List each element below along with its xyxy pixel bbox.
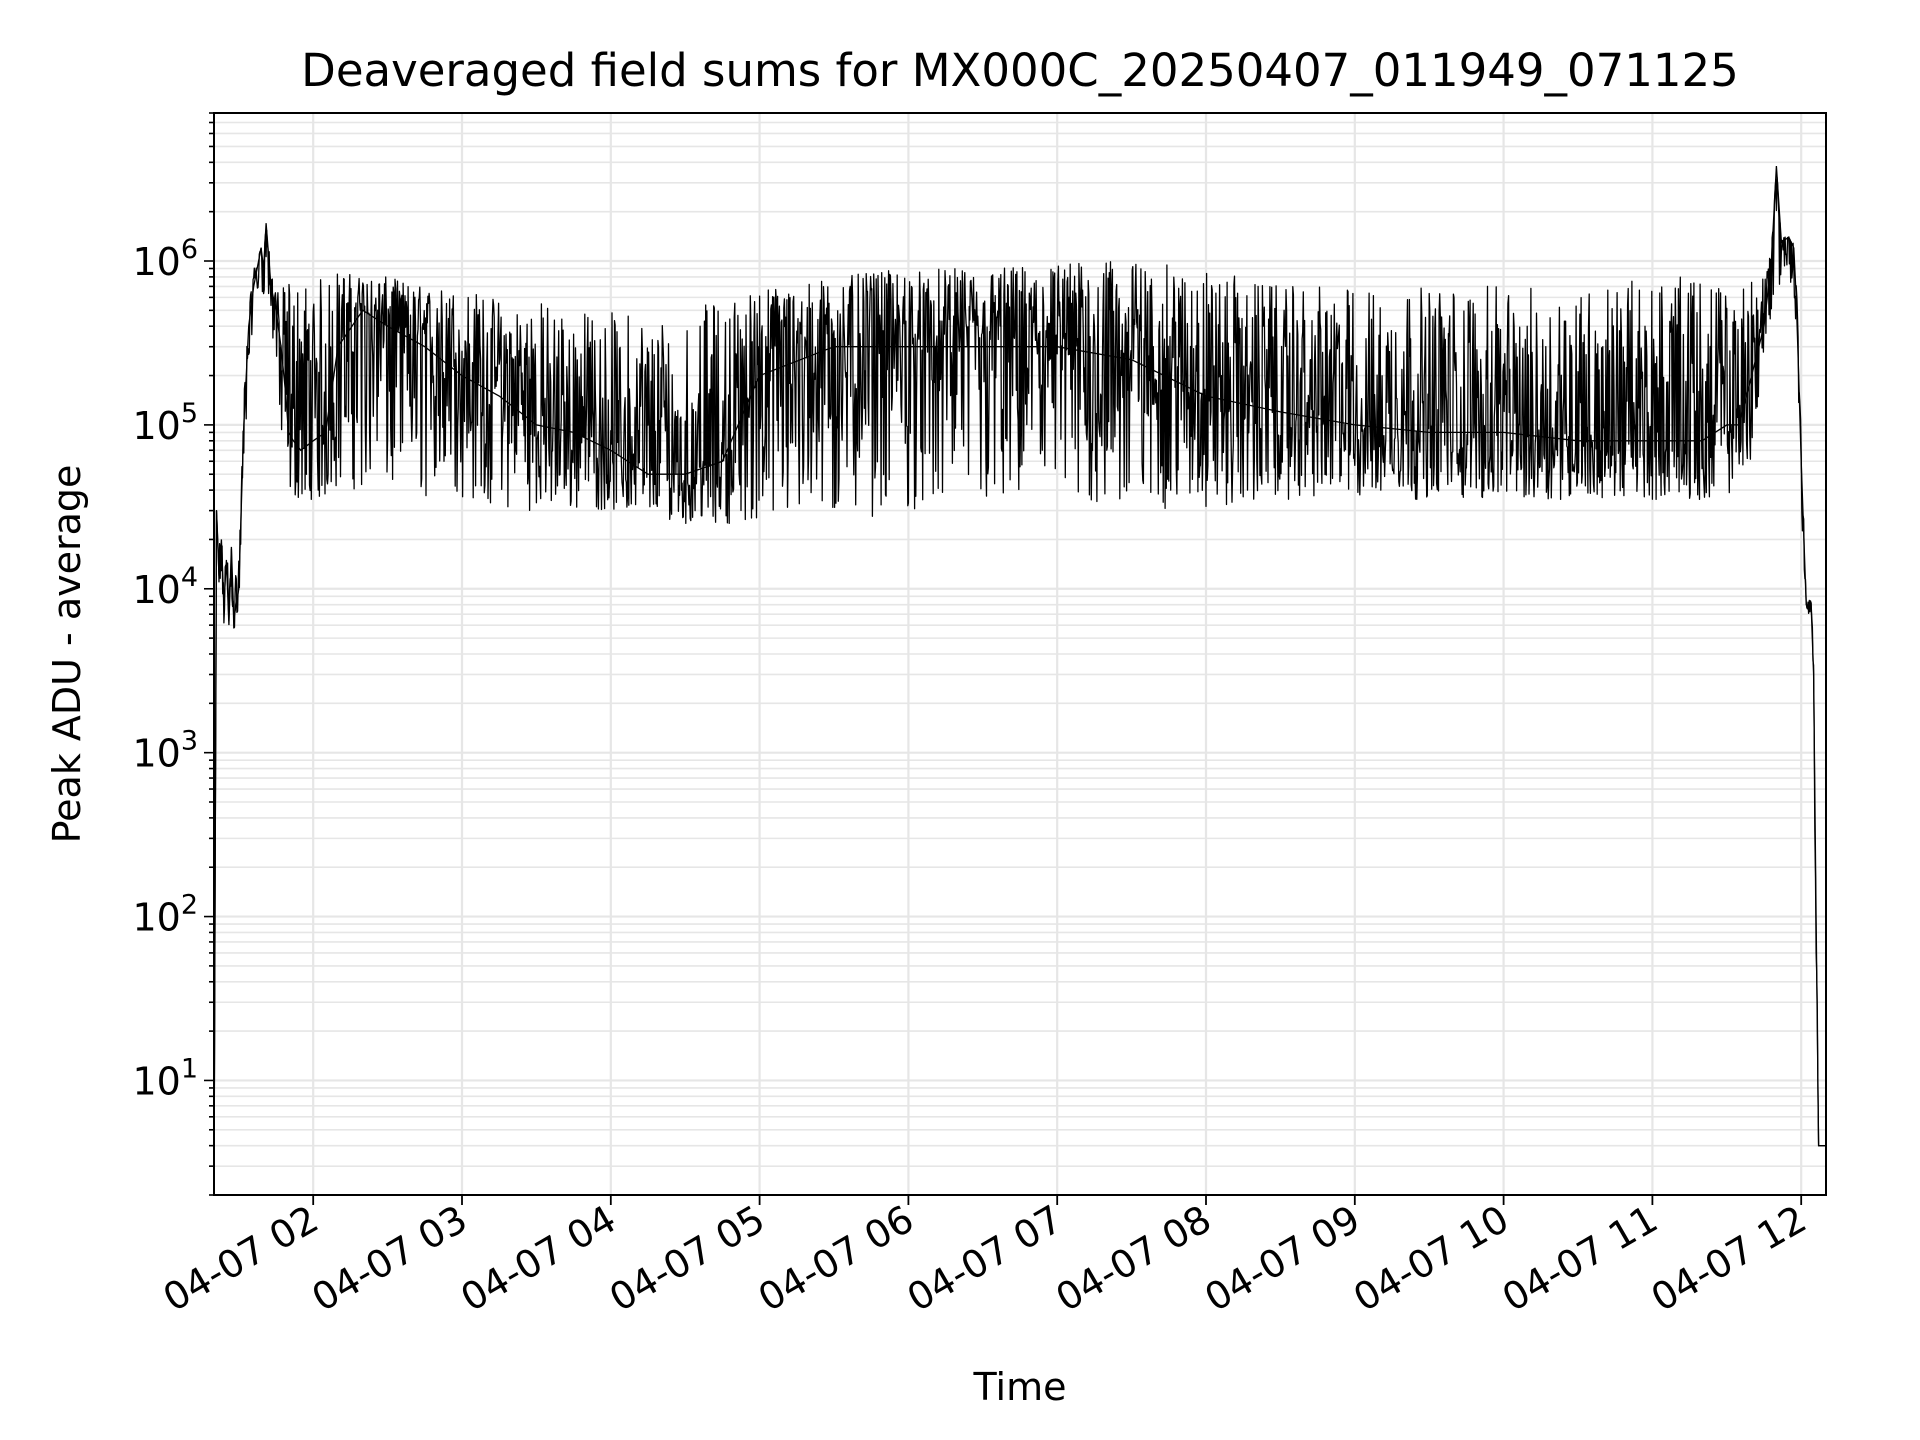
y-tick-label: 102: [132, 890, 198, 940]
y-axis-label: Peak ADU - average: [45, 465, 89, 844]
x-axis-label: Time: [973, 1365, 1067, 1409]
grid: [214, 112, 1826, 1196]
chart-title: Deaveraged field sums for MX000C_2025040…: [301, 44, 1739, 97]
y-tick-label: 103: [132, 726, 198, 776]
y-tick-label: 101: [132, 1053, 198, 1103]
series-line: [213, 165, 1827, 1196]
y-tick-label: 106: [132, 234, 198, 284]
series-envelope: [213, 165, 1826, 1196]
y-tick-label: 105: [132, 398, 198, 448]
y-tick-label: 104: [132, 562, 198, 612]
series-trace: [213, 176, 1827, 1196]
